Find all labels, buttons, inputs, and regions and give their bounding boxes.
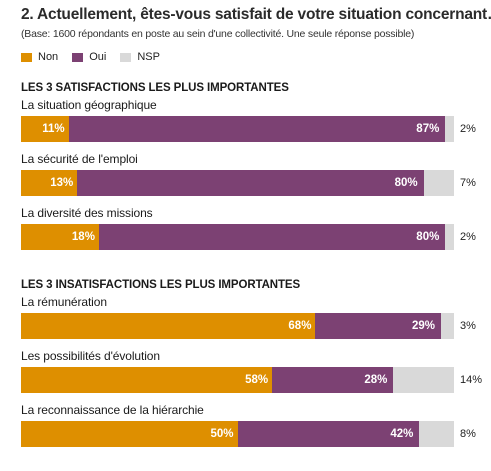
bar-segment-nsp [445,224,454,250]
item-label: La situation géographique [21,98,157,112]
bar-segment-nsp [445,116,454,142]
stacked-bar: 13% 80% [21,170,454,196]
item-label: La reconnaissance de la hiérarchie [21,403,204,417]
legend-label-oui: Oui [89,51,107,63]
chart-title: 2. Actuellement, êtes-vous satisfait de … [21,6,491,23]
item-label: Les possibilités d'évolution [21,349,160,363]
item-label: La rémunération [21,295,107,309]
legend-label-non: Non [38,51,59,63]
data-label-nsp: 14% [460,374,483,386]
data-label-oui: 80% [416,231,440,243]
data-label-nsp: 3% [460,320,476,332]
data-label-non: 13% [50,177,74,189]
data-label-nsp: 2% [460,231,476,243]
bar-segment-non: 11% [21,116,69,142]
stacked-bar: 58% 28% [21,367,454,393]
stacked-bar: 50% 42% [21,421,454,447]
item-label: La sécurité de l'emploi [21,152,138,166]
data-label-oui: 29% [411,320,435,332]
bar-segment-oui: 29% [315,313,441,339]
legend: Non Oui NSP [21,51,174,63]
data-label-oui: 87% [416,123,440,135]
bar-segment-nsp [441,313,454,339]
stacked-bar: 18% 80% [21,224,454,250]
stacked-bar: 68% 29% [21,313,454,339]
stacked-bar: 11% 87% [21,116,454,142]
data-label-nsp: 2% [460,123,476,135]
data-label-non: 11% [42,123,65,135]
bar-segment-oui: 28% [272,367,394,393]
data-label-nsp: 7% [460,177,476,189]
legend-label-nsp: NSP [137,51,160,63]
section-title-1: LES 3 SATISFACTIONS LES PLUS IMPORTANTES [21,82,289,94]
data-label-non: 50% [210,428,234,440]
data-label-oui: 42% [390,428,414,440]
bar-segment-oui: 80% [77,170,424,196]
bar-segment-non: 50% [21,421,238,447]
data-label-non: 18% [71,231,95,243]
bar-segment-non: 13% [21,170,78,196]
bar-segment-oui: 87% [68,116,446,142]
bar-segment-nsp [393,367,454,393]
legend-swatch-nsp [120,52,132,62]
data-label-nsp: 8% [460,428,476,440]
bar-segment-oui: 42% [237,421,420,447]
bar-segment-non: 58% [21,367,273,393]
legend-item-oui: Oui [72,51,106,63]
bar-segment-oui: 80% [98,224,446,250]
chart-subtitle: (Base: 1600 répondants en poste au sein … [21,28,415,40]
bar-segment-non: 18% [21,224,99,250]
legend-swatch-oui [72,52,84,62]
bar-segment-nsp [419,421,454,447]
section-title-2: LES 3 INSATISFACTIONS LES PLUS IMPORTANT… [21,279,301,291]
bar-segment-nsp [423,170,454,196]
legend-swatch-non [21,52,32,62]
legend-item-nsp: NSP [120,51,160,63]
bar-segment-non: 68% [21,313,316,339]
data-label-non: 58% [245,374,269,386]
item-label: La diversité des missions [21,206,153,220]
legend-item-non: Non [21,51,58,63]
data-label-oui: 80% [394,177,418,189]
data-label-oui: 28% [364,374,388,386]
data-label-non: 68% [288,320,312,332]
